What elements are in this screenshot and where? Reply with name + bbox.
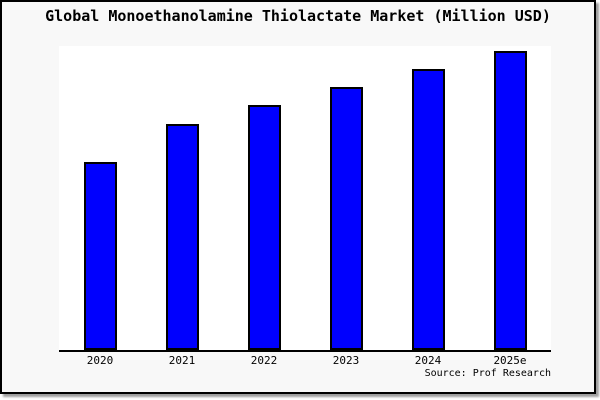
x-tick-label-2025e: 2025e (493, 354, 527, 367)
x-tick-label-2023: 2023 (332, 354, 360, 367)
bar-2023 (329, 87, 363, 350)
x-tick-label-2022: 2022 (250, 354, 278, 367)
bar-slot-2022 (223, 46, 305, 350)
x-axis-labels: 2020 2021 2022 2023 2024 2025e (59, 354, 551, 367)
bar-slot-2020 (59, 46, 141, 350)
chart-card: Global Monoethanolamine Thiolactate Mark… (0, 0, 596, 394)
chart-title: Global Monoethanolamine Thiolactate Mark… (45, 7, 551, 25)
x-tick-label-2021: 2021 (168, 354, 196, 367)
bar-2025e (493, 51, 527, 350)
bar-slot-2023 (305, 46, 387, 350)
x-tick-label-2020: 2020 (86, 354, 114, 367)
bar-slot-2025e (469, 46, 551, 350)
bar-2022 (247, 105, 281, 350)
bar-slot-2024 (387, 46, 469, 350)
x-tick-label-2024: 2024 (414, 354, 442, 367)
bar-slot-2021 (141, 46, 223, 350)
source-attribution: Source: Prof Research (424, 368, 551, 379)
bar-2021 (165, 124, 199, 350)
bar-2024 (411, 69, 445, 350)
bar-2020 (83, 162, 117, 350)
plot-area (59, 46, 551, 352)
